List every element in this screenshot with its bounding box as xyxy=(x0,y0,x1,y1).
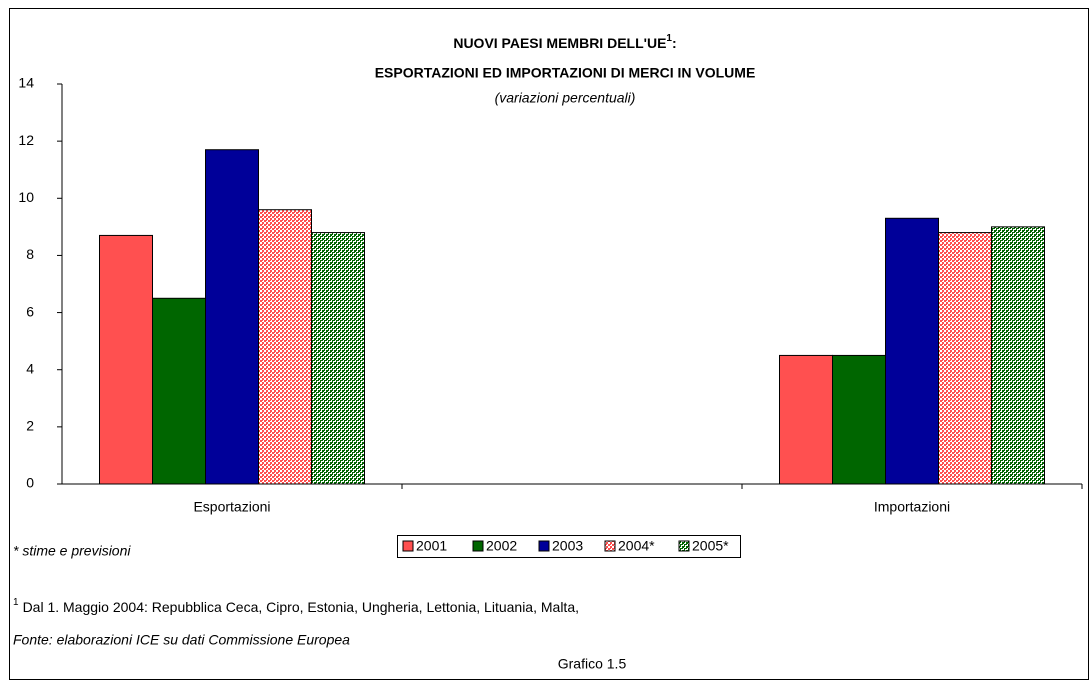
y-tick-label: 2 xyxy=(26,418,34,434)
legend-label: 2002 xyxy=(486,538,517,554)
bar xyxy=(311,232,365,485)
legend-label: 2001 xyxy=(416,538,447,554)
footnote: 1 Dal 1. Maggio 2004: Repubblica Ceca, Ci… xyxy=(13,597,579,615)
x-tick-label: Importazioni xyxy=(874,499,950,515)
y-tick-label: 6 xyxy=(26,303,34,319)
y-tick-label: 0 xyxy=(26,475,34,491)
estimate-note: * stime e previsioni xyxy=(13,543,131,559)
bar xyxy=(991,226,1045,485)
chart-title-line2: ESPORTAZIONI ED IMPORTAZIONI DI MERCI IN… xyxy=(375,65,756,81)
legend-swatch xyxy=(538,540,550,552)
legend-swatch xyxy=(678,540,690,552)
legend-label: 2004* xyxy=(618,538,655,554)
chart-title: NUOVI PAESI MEMBRI DELL'UE1: xyxy=(453,33,676,51)
legend-label: 2005* xyxy=(692,538,729,554)
legend-swatch xyxy=(402,540,414,552)
legend-swatch xyxy=(472,540,484,552)
chart-subtitle: (variazioni percentuali) xyxy=(495,90,636,106)
bar xyxy=(152,297,206,485)
x-tick-label: Esportazioni xyxy=(193,499,270,515)
y-tick-label: 14 xyxy=(18,75,34,91)
bar xyxy=(258,209,312,485)
y-tick-label: 4 xyxy=(26,360,34,376)
y-tick-label: 8 xyxy=(26,246,34,262)
y-tick-label: 12 xyxy=(18,132,34,148)
bar xyxy=(205,149,259,485)
bar xyxy=(832,354,886,485)
legend-swatch xyxy=(604,540,616,552)
bar xyxy=(938,232,992,485)
bar xyxy=(779,354,833,485)
legend-label: 2003 xyxy=(552,538,583,554)
y-tick-label: 10 xyxy=(18,189,34,205)
source: Fonte: elaborazioni ICE su dati Commissi… xyxy=(13,632,350,648)
figure-label: Grafico 1.5 xyxy=(558,656,627,672)
bar xyxy=(99,234,153,485)
bar xyxy=(885,217,939,485)
